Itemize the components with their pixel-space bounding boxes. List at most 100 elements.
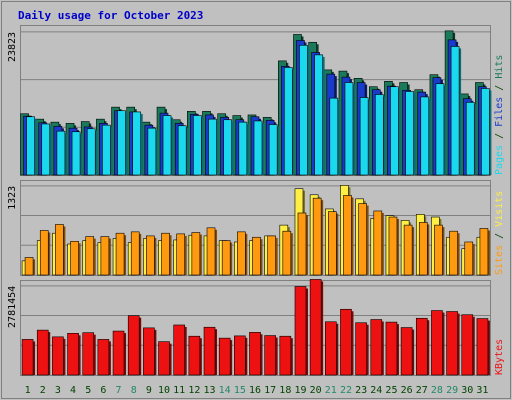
day-label-20: 20	[310, 385, 322, 396]
bar-shadow	[396, 324, 399, 375]
bar-shadow	[368, 99, 371, 175]
bar-pages-day-29	[450, 46, 460, 176]
day-label-16: 16	[249, 385, 261, 396]
bar-shadow	[351, 197, 354, 275]
bar-shadow	[108, 238, 111, 275]
bar-kbytes-day-11	[173, 324, 185, 376]
bar-shadow	[48, 332, 51, 375]
bar-shadow	[231, 121, 234, 175]
bar-pages-day-18	[284, 67, 293, 176]
bar-sites-day-26	[403, 224, 413, 276]
day-label-31: 31	[476, 385, 488, 396]
bar-shadow	[124, 333, 127, 375]
day-label-4: 4	[70, 385, 76, 396]
panel-legend: KBytes	[494, 339, 505, 375]
bar-kbytes-day-28	[431, 310, 443, 376]
bar-pages-day-26	[405, 91, 414, 176]
legend-entry: Sites	[494, 245, 505, 275]
bar-pages-day-27	[420, 96, 430, 176]
bar-pages-day-24	[374, 94, 384, 176]
bar-shadow	[277, 126, 280, 175]
bar-sites-day-10	[161, 232, 170, 276]
bar-shadow	[80, 133, 83, 175]
bar-sites-day-31	[479, 228, 489, 276]
bar-kbytes-day-23	[355, 322, 367, 376]
bar-kbytes-day-19	[294, 286, 307, 376]
day-label-10: 10	[158, 385, 170, 396]
bar-sites-day-1	[24, 257, 34, 276]
bar-shadow	[139, 233, 142, 275]
bar-shadow	[110, 127, 113, 175]
bar-kbytes-day-16	[249, 332, 261, 376]
bar-shadow	[442, 312, 445, 375]
day-label-15: 15	[234, 385, 246, 396]
day-label-3: 3	[55, 385, 61, 396]
bar-shadow	[260, 334, 263, 375]
bar-sites-day-2	[39, 230, 49, 276]
bar-sites-day-24	[373, 210, 383, 276]
bar-shadow	[381, 212, 384, 275]
day-label-11: 11	[173, 385, 185, 396]
day-label-5: 5	[85, 385, 91, 396]
axis-max-label: 23823	[7, 32, 18, 62]
bar-kbytes-day-30	[461, 314, 474, 376]
bar-shadow	[171, 117, 174, 175]
bar-shadow	[155, 130, 158, 175]
bar-pages-day-12	[193, 115, 202, 176]
bar-shadow	[78, 335, 81, 375]
bar-shadow	[292, 69, 295, 175]
bar-shadow	[413, 93, 416, 175]
bar-shadow	[336, 323, 339, 375]
series-sites	[24, 195, 490, 276]
legend-entry: Files	[494, 97, 505, 127]
bar-shadow	[396, 219, 399, 275]
series-kbytes	[21, 279, 490, 376]
bar-kbytes-day-17	[264, 335, 276, 376]
legend-entry: Visits	[494, 191, 505, 227]
bar-shadow	[93, 238, 96, 275]
bar-pages-day-17	[268, 124, 278, 176]
bar-sites-day-9	[146, 235, 155, 276]
bar-pages-day-14	[223, 119, 232, 176]
bar-shadow	[78, 243, 81, 275]
bar-shadow	[275, 237, 278, 275]
bar-shadow	[245, 337, 248, 375]
bar-shadow	[48, 232, 51, 275]
day-label-29: 29	[446, 385, 458, 396]
bar-shadow	[201, 117, 204, 175]
bar-shadow	[108, 341, 111, 375]
day-label-19: 19	[294, 385, 306, 396]
panel-1: 23823 Pages / Files / Hits	[7, 25, 505, 176]
bar-shadow	[184, 235, 187, 275]
bar-sites-day-20	[312, 197, 322, 276]
bar-kbytes-day-8	[127, 315, 140, 376]
bar-sites-day-18	[282, 230, 292, 276]
bar-pages-day-28	[435, 83, 445, 176]
bar-kbytes-day-3	[52, 336, 64, 376]
bar-kbytes-day-5	[82, 332, 95, 376]
panel-legend: Pages / Files / Hits	[494, 55, 505, 175]
bar-shadow	[352, 84, 355, 175]
day-label-6: 6	[100, 385, 106, 396]
bar-shadow	[305, 288, 308, 375]
legend-entry: /	[494, 127, 505, 145]
bar-pages-day-25	[390, 86, 399, 176]
bar-sites-day-3	[55, 224, 64, 276]
bar-pages-day-1	[26, 116, 35, 176]
bar-kbytes-day-24	[370, 319, 383, 376]
bar-kbytes-day-21	[325, 321, 337, 376]
bar-pages-day-20	[314, 54, 323, 176]
bar-pages-day-11	[177, 125, 187, 176]
legend-entry: Pages	[494, 145, 505, 175]
legend-entry: /	[494, 79, 505, 97]
bar-pages-day-30	[465, 102, 475, 176]
bar-kbytes-day-25	[385, 321, 398, 376]
bar-sites-day-11	[176, 233, 185, 276]
bar-shadow	[124, 235, 127, 275]
day-label-8: 8	[131, 385, 137, 396]
legend-entry: /	[494, 227, 505, 245]
day-label-9: 9	[146, 385, 152, 396]
bar-pages-day-7	[117, 110, 126, 176]
bar-shadow	[139, 317, 142, 375]
